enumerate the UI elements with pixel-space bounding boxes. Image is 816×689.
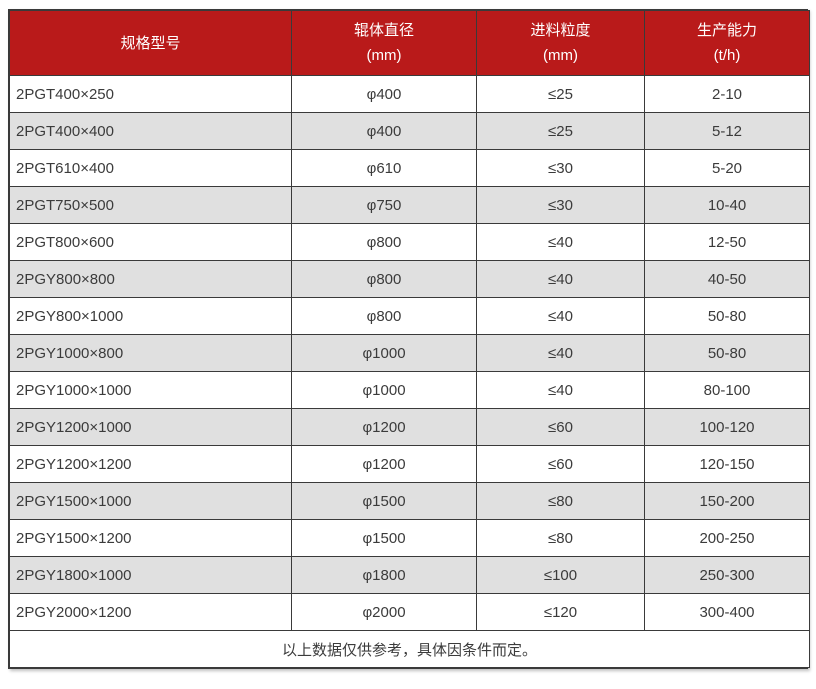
diameter-cell: φ1000 [291, 334, 477, 372]
table-row: 2PGY1200×1000 φ1200 ≤60 100-120 [9, 408, 810, 446]
diameter-cell: φ1800 [291, 556, 477, 594]
table-row: 2PGY1500×1000 φ1500 ≤80 150-200 [9, 482, 810, 520]
model-cell: 2PGY1800×1000 [9, 556, 292, 594]
diameter-cell: φ1500 [291, 519, 477, 557]
diameter-cell: φ2000 [291, 593, 477, 631]
model-cell: 2PGY1500×1200 [9, 519, 292, 557]
table-header: 规格型号 辊体直径 (mm) 进料粒度 (mm) 生产能力 (t/h) [9, 10, 810, 76]
model-cell: 2PGT400×250 [9, 75, 292, 113]
capacity-cell: 300-400 [644, 593, 810, 631]
capacity-cell: 12-50 [644, 223, 810, 261]
header-capacity: 生产能力 (t/h) [644, 10, 810, 76]
header-roller-diameter-label: 辊体直径 [353, 22, 414, 39]
capacity-cell: 50-80 [644, 334, 810, 372]
feed-size-cell: ≤40 [476, 334, 645, 372]
model-cell: 2PGY1000×1000 [9, 371, 292, 409]
header-capacity-unit: (t/h) [713, 47, 741, 64]
table-row: 2PGT800×600 φ800 ≤40 12-50 [9, 223, 810, 261]
header-roller-diameter-unit: (mm) [366, 47, 402, 64]
table-row: 2PGT400×250 φ400 ≤25 2-10 [9, 75, 810, 113]
capacity-cell: 80-100 [644, 371, 810, 409]
model-cell: 2PGT800×600 [9, 223, 292, 261]
capacity-cell: 50-80 [644, 297, 810, 335]
feed-size-cell: ≤60 [476, 445, 645, 483]
header-model-label: 规格型号 [120, 34, 181, 52]
footnote: 以上数据仅供参考，具体因条件而定。 [9, 630, 810, 668]
feed-size-cell: ≤30 [476, 186, 645, 224]
diameter-cell: φ1200 [291, 408, 477, 446]
feed-size-cell: ≤25 [476, 112, 645, 150]
model-cell: 2PGT750×500 [9, 186, 292, 224]
table-row: 2PGY1000×800 φ1000 ≤40 50-80 [9, 334, 810, 372]
diameter-cell: φ800 [291, 223, 477, 261]
diameter-cell: φ610 [291, 149, 477, 187]
feed-size-cell: ≤25 [476, 75, 645, 113]
feed-size-cell: ≤40 [476, 371, 645, 409]
table-row: 2PGT400×400 φ400 ≤25 5-12 [9, 112, 810, 150]
header-capacity-label: 生产能力 [696, 22, 757, 39]
diameter-cell: φ1200 [291, 445, 477, 483]
feed-size-cell: ≤40 [476, 223, 645, 261]
diameter-cell: φ400 [291, 75, 477, 113]
header-feed-size-unit: (mm) [543, 47, 578, 64]
feed-size-cell: ≤60 [476, 408, 645, 446]
header-feed-size: 进料粒度 (mm) [476, 10, 645, 76]
capacity-cell: 150-200 [644, 482, 810, 520]
capacity-cell: 100-120 [644, 408, 810, 446]
spec-table-container: 规格型号 辊体直径 (mm) 进料粒度 (mm) 生产能力 (t/h) 2PGT… [8, 9, 810, 669]
feed-size-cell: ≤40 [476, 260, 645, 298]
capacity-cell: 250-300 [644, 556, 810, 594]
model-cell: 2PGY1000×800 [9, 334, 292, 372]
table-row: 2PGT750×500 φ750 ≤30 10-40 [9, 186, 810, 224]
header-feed-size-label: 进料粒度 [530, 22, 591, 39]
model-cell: 2PGY2000×1200 [9, 593, 292, 631]
diameter-cell: φ1000 [291, 371, 477, 409]
model-cell: 2PGY1500×1000 [9, 482, 292, 520]
table-body: 2PGT400×250 φ400 ≤25 2-10 2PGT400×400 φ400 ≤25… [9, 75, 810, 631]
model-cell: 2PGY1200×1200 [9, 445, 292, 483]
model-cell: 2PGY1200×1000 [9, 408, 292, 446]
feed-size-cell: ≤40 [476, 297, 645, 335]
model-cell: 2PGT400×400 [9, 112, 292, 150]
header-model: 规格型号 [9, 10, 292, 76]
table-row: 2PGY1200×1200 φ1200 ≤60 120-150 [9, 445, 810, 483]
model-cell: 2PGY800×1000 [9, 297, 292, 335]
header-row: 规格型号 辊体直径 (mm) 进料粒度 (mm) 生产能力 (t/h) [9, 10, 810, 76]
feed-size-cell: ≤100 [476, 556, 645, 594]
diameter-cell: φ800 [291, 297, 477, 335]
table-row: 2PGY800×800 φ800 ≤40 40-50 [9, 260, 810, 298]
spec-table: 规格型号 辊体直径 (mm) 进料粒度 (mm) 生产能力 (t/h) 2PGT… [9, 10, 810, 668]
feed-size-cell: ≤80 [476, 519, 645, 557]
capacity-cell: 2-10 [644, 75, 810, 113]
table-row: 2PGY1000×1000 φ1000 ≤40 80-100 [9, 371, 810, 409]
footnote-row: 以上数据仅供参考，具体因条件而定。 [9, 630, 810, 668]
model-cell: 2PGY800×800 [9, 260, 292, 298]
model-cell: 2PGT610×400 [9, 149, 292, 187]
feed-size-cell: ≤80 [476, 482, 645, 520]
capacity-cell: 5-20 [644, 149, 810, 187]
feed-size-cell: ≤30 [476, 149, 645, 187]
capacity-cell: 200-250 [644, 519, 810, 557]
table-row: 2PGY1800×1000 φ1800 ≤100 250-300 [9, 556, 810, 594]
diameter-cell: φ400 [291, 112, 477, 150]
table-footer: 以上数据仅供参考，具体因条件而定。 [9, 630, 810, 668]
capacity-cell: 40-50 [644, 260, 810, 298]
header-roller-diameter: 辊体直径 (mm) [291, 10, 477, 76]
capacity-cell: 10-40 [644, 186, 810, 224]
table-row: 2PGY2000×1200 φ2000 ≤120 300-400 [9, 593, 810, 631]
capacity-cell: 120-150 [644, 445, 810, 483]
table-row: 2PGT610×400 φ610 ≤30 5-20 [9, 149, 810, 187]
table-row: 2PGY1500×1200 φ1500 ≤80 200-250 [9, 519, 810, 557]
diameter-cell: φ750 [291, 186, 477, 224]
capacity-cell: 5-12 [644, 112, 810, 150]
diameter-cell: φ1500 [291, 482, 477, 520]
diameter-cell: φ800 [291, 260, 477, 298]
feed-size-cell: ≤120 [476, 593, 645, 631]
table-row: 2PGY800×1000 φ800 ≤40 50-80 [9, 297, 810, 335]
